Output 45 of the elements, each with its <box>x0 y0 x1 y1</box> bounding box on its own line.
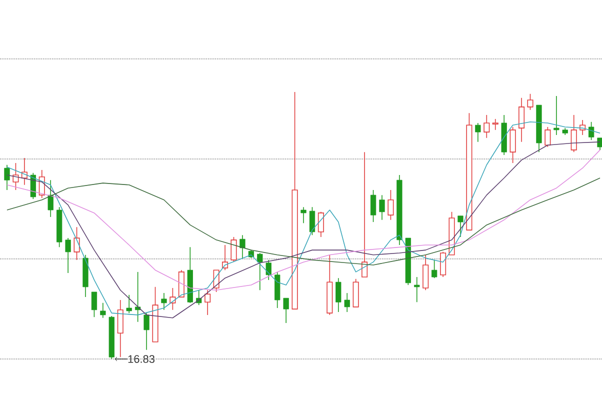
candlestick <box>126 294 132 314</box>
candlestick <box>48 180 54 218</box>
candlestick <box>484 114 490 138</box>
candlestick <box>204 290 211 316</box>
candlestick <box>240 234 246 258</box>
candlestick <box>100 302 106 318</box>
candlestick <box>257 252 263 291</box>
candlestick <box>161 292 167 310</box>
candlestick <box>527 93 534 110</box>
candlestick <box>510 126 516 164</box>
candlestick <box>492 118 498 130</box>
candlestick <box>117 300 124 358</box>
annotation: 16.83 <box>128 355 154 363</box>
candlestick <box>344 292 350 312</box>
candlestick <box>597 138 602 150</box>
candlestick <box>362 152 368 278</box>
candlestick <box>170 288 176 310</box>
candlestick <box>570 114 577 152</box>
candlestick <box>12 162 19 190</box>
candlestick <box>336 278 342 312</box>
candlestick <box>414 276 420 303</box>
candlestick <box>432 260 438 278</box>
candlestick <box>74 226 80 260</box>
candlestick <box>65 238 71 274</box>
candlestick <box>318 211 324 238</box>
candlestick <box>475 122 481 142</box>
candlestick <box>309 206 316 236</box>
candlestick <box>388 190 394 220</box>
candlestick <box>588 122 594 140</box>
candlestick <box>230 236 237 262</box>
candlestick <box>91 292 98 318</box>
candlestick <box>379 194 385 220</box>
candlestick <box>518 97 525 142</box>
candlestick <box>422 254 429 291</box>
candlestick <box>4 164 10 190</box>
candlestick <box>554 96 560 136</box>
candlestick <box>440 252 446 278</box>
candlestick <box>283 298 289 324</box>
candlestick <box>134 272 141 322</box>
candlestick <box>144 312 150 350</box>
candlestick <box>544 126 551 148</box>
candlestick <box>300 206 306 224</box>
candlestick <box>266 260 272 280</box>
candlestick <box>370 190 376 222</box>
candlestick <box>458 215 464 238</box>
